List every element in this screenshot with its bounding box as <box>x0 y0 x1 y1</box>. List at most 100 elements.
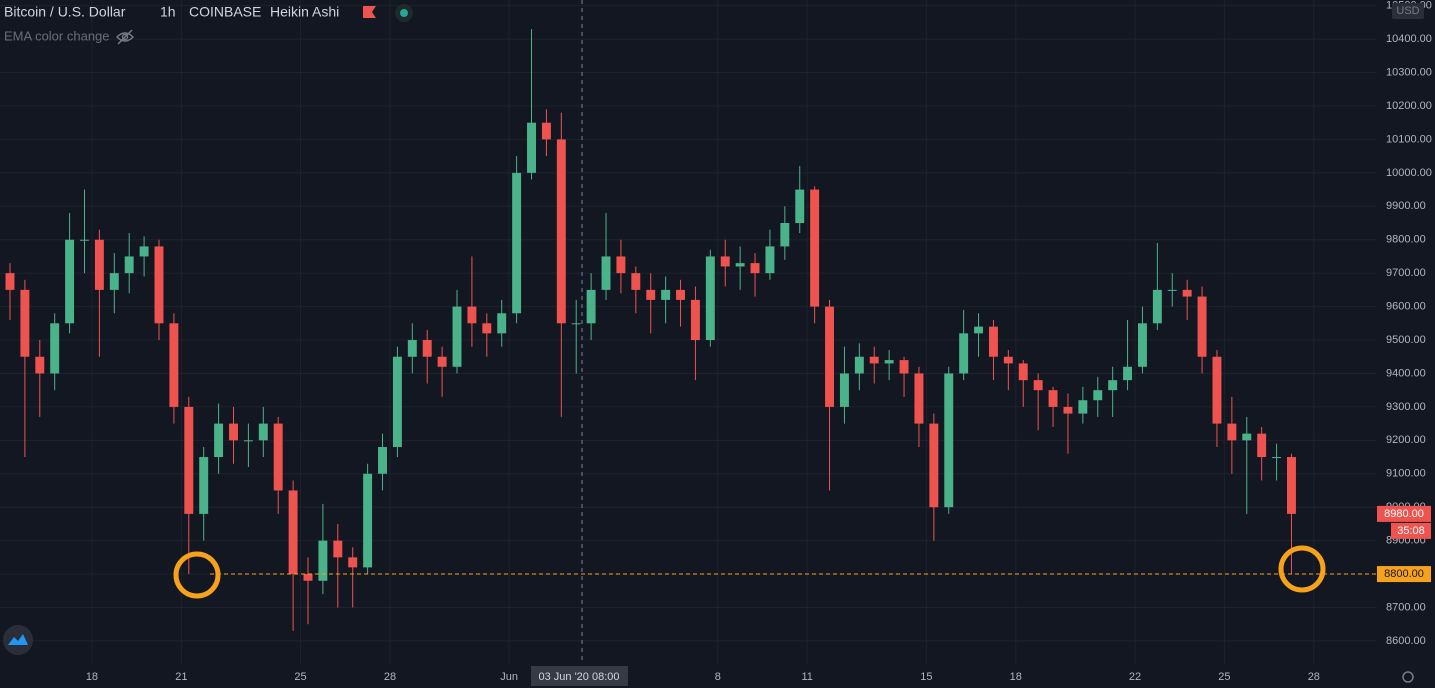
candle-body <box>914 373 924 424</box>
candle-body <box>243 440 253 442</box>
y-tick-label: 9700.00 <box>1386 267 1426 279</box>
interval[interactable]: 1h <box>160 4 176 20</box>
y-tick-label: 10000.00 <box>1386 167 1432 179</box>
candle-body <box>467 306 477 324</box>
candle-body <box>333 540 343 558</box>
currency-box[interactable] <box>1392 3 1424 19</box>
candle-body <box>169 323 179 407</box>
candle-body <box>124 256 134 274</box>
candle-body <box>65 239 75 324</box>
candle-body <box>959 333 969 374</box>
y-tick-label: 10100.00 <box>1386 133 1432 145</box>
crosshair-label: 03 Jun '20 08:00 <box>538 671 619 683</box>
currency: USD <box>1396 5 1419 17</box>
x-tick-label: 28 <box>1308 671 1320 683</box>
y-tick-label: 8600.00 <box>1386 635 1426 647</box>
candle-body <box>154 246 164 324</box>
candle-body <box>1003 356 1013 364</box>
crosshair-label-box <box>531 666 628 686</box>
candle-body <box>556 139 566 324</box>
logo[interactable] <box>3 625 33 655</box>
y-tick-label: 9600.00 <box>1386 300 1426 312</box>
chart-style: Heikin Ashi <box>270 4 339 20</box>
candle-body <box>780 223 790 247</box>
candle-body <box>944 373 954 508</box>
candle-body <box>527 122 536 173</box>
candle-body <box>1212 356 1222 424</box>
candle-body <box>273 423 283 491</box>
candle-body <box>1048 390 1058 407</box>
level-label: 8800.00 <box>1384 568 1424 580</box>
y-tick-label: 8700.00 <box>1386 601 1426 613</box>
x-tick-label: 8 <box>715 671 721 683</box>
candle-body <box>810 189 820 307</box>
highlight-circle <box>173 551 221 599</box>
candle-body <box>422 340 432 357</box>
candle-body <box>1093 390 1103 401</box>
candle-body <box>1286 457 1296 514</box>
level-label-box <box>1377 566 1431 583</box>
candles <box>5 29 1296 631</box>
candle-body <box>541 122 551 140</box>
candle-body <box>1167 289 1177 291</box>
x-tick-label: 21 <box>175 671 187 683</box>
y-tick-label: 9200.00 <box>1386 434 1426 446</box>
candle-body <box>50 323 60 374</box>
candle-body <box>839 373 849 407</box>
status-dot[interactable] <box>400 9 408 17</box>
candle-body <box>258 423 268 441</box>
y-tick-label: 9100.00 <box>1386 468 1426 480</box>
countdown-label: 35:08 <box>1397 525 1425 537</box>
candle-body <box>1257 433 1267 458</box>
candle-body <box>571 323 581 325</box>
candle-body <box>676 289 685 300</box>
candle-body <box>720 256 730 267</box>
candle-body <box>1123 366 1133 381</box>
candle-body <box>512 172 522 314</box>
candle-body <box>363 473 373 568</box>
candle-body <box>899 360 909 374</box>
indicator-name[interactable]: EMA color change <box>4 28 110 43</box>
candle-body <box>229 423 238 441</box>
symbol-title[interactable]: Bitcoin / U.S. Dollar <box>4 4 126 20</box>
candle-body <box>974 326 984 334</box>
candle-body <box>690 299 700 341</box>
flag-icon[interactable] <box>363 6 376 18</box>
candle-body <box>750 263 760 274</box>
candle-body <box>378 447 387 474</box>
x-tick-label: 25 <box>294 671 306 683</box>
candle-body <box>288 490 298 575</box>
symbol-legend: Bitcoin / U.S. Dollar 1h COINBASE Heikin… <box>4 4 413 45</box>
x-tick-label: 18 <box>86 671 98 683</box>
candle-body <box>661 289 671 300</box>
x-tick-label: 11 <box>801 671 812 683</box>
settings-icon[interactable] <box>1402 671 1414 683</box>
candle-body <box>407 340 417 357</box>
candle-body <box>765 246 775 274</box>
y-tick-label: 10200.00 <box>1386 100 1432 112</box>
logo-mark <box>8 634 28 645</box>
countdown-box <box>1391 522 1431 539</box>
candle-body <box>1018 363 1028 381</box>
candle-body <box>348 557 358 568</box>
hide-icon[interactable] <box>116 29 134 45</box>
y-tick-label: 9900.00 <box>1386 200 1426 212</box>
candle-body <box>616 256 626 274</box>
candle-body <box>497 313 507 334</box>
candle-body <box>482 323 492 334</box>
candle-body <box>1078 400 1088 414</box>
x-tick-label: 22 <box>1129 671 1141 683</box>
candle-body <box>1152 289 1162 324</box>
grid <box>0 0 1377 664</box>
candle-body <box>825 306 835 407</box>
candle-body <box>586 289 596 324</box>
highlight-circle <box>1278 545 1326 593</box>
x-tick-label: 15 <box>920 671 932 683</box>
candle-body <box>184 406 194 514</box>
candle-body <box>80 239 89 241</box>
candle-body <box>392 356 402 448</box>
candle-body <box>1227 423 1237 441</box>
candle-body <box>1272 457 1282 459</box>
candle-body <box>437 356 447 367</box>
candle-body <box>318 540 328 581</box>
